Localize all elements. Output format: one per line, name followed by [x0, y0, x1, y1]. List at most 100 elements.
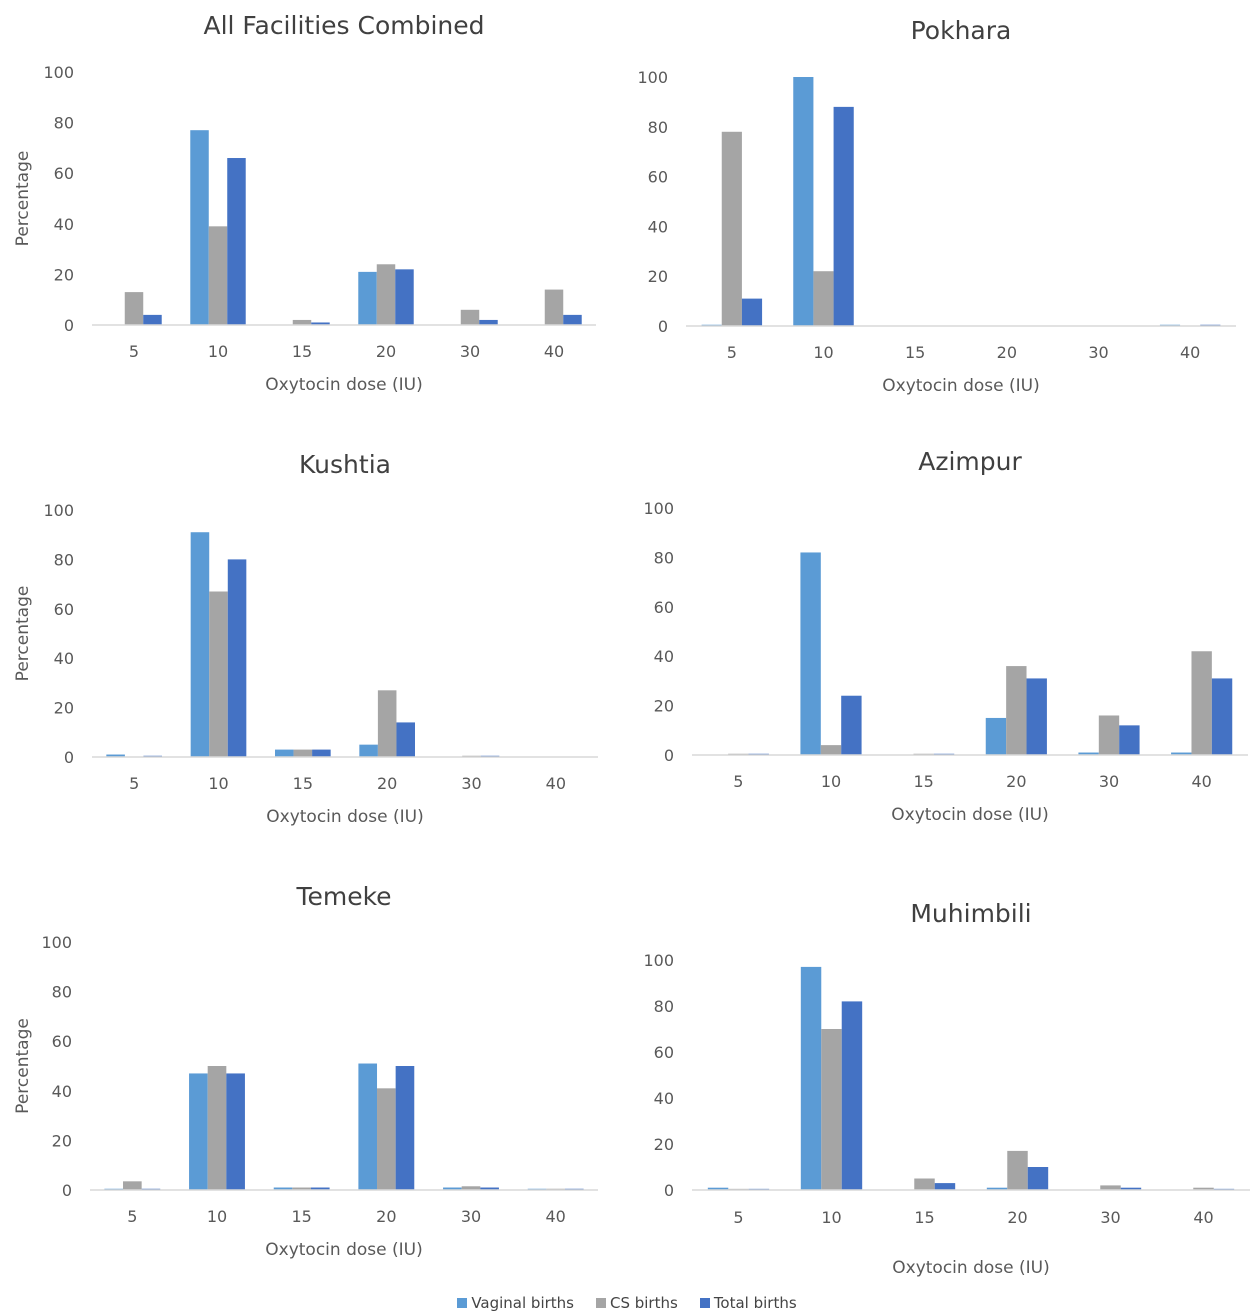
bar	[914, 1178, 935, 1190]
bar	[563, 314, 582, 325]
x-tick-label: 5	[129, 342, 139, 361]
y-tick-label: 80	[654, 548, 674, 567]
chart-title: Temeke	[295, 882, 391, 911]
y-tick-label: 0	[62, 1181, 72, 1200]
x-tick-label: 10	[813, 343, 833, 362]
bar	[800, 966, 822, 1190]
y-axis-label: Percentage	[13, 1018, 33, 1114]
x-tick-label: 10	[821, 1208, 841, 1227]
bar	[479, 319, 498, 325]
y-tick-label: 80	[54, 114, 74, 133]
bar	[721, 131, 742, 326]
legend-item-cs: CS births	[595, 1292, 678, 1314]
chart-title: Azimpur	[918, 447, 1022, 476]
bar	[207, 1066, 227, 1190]
bar	[841, 695, 862, 755]
x-tick-label: 40	[1193, 1208, 1213, 1227]
y-tick-label: 60	[54, 600, 74, 619]
bar	[461, 1186, 481, 1190]
bar	[793, 77, 814, 326]
x-tick-label: 30	[461, 774, 481, 793]
bar	[310, 1187, 330, 1190]
bar	[800, 552, 821, 755]
bar	[544, 289, 564, 325]
y-tick-label: 60	[54, 164, 74, 183]
x-tick-label: 15	[905, 343, 925, 362]
x-tick-label: 20	[377, 774, 397, 793]
bar	[813, 271, 834, 326]
bar	[376, 264, 396, 325]
chart-title: All Facilities Combined	[203, 11, 484, 40]
bar	[358, 1063, 378, 1190]
legend-label-cs: CS births	[609, 1294, 678, 1312]
bar	[833, 106, 854, 326]
x-tick-label: 40	[545, 1207, 565, 1226]
bar	[143, 314, 162, 325]
bar	[1098, 715, 1120, 755]
x-tick-label: 5	[733, 772, 743, 791]
bar	[460, 309, 480, 325]
y-tick-label: 100	[643, 951, 674, 970]
x-tick-label: 15	[913, 772, 933, 791]
bar	[377, 690, 397, 757]
legend-swatch-total	[699, 1298, 710, 1308]
y-tick-label: 60	[654, 598, 674, 617]
x-tick-label: 5	[127, 1207, 137, 1226]
bar	[106, 754, 125, 757]
x-tick-label: 20	[1006, 772, 1026, 791]
x-tick-label: 5	[129, 774, 139, 793]
bar	[1193, 1187, 1214, 1190]
chart-title: Kushtia	[299, 450, 391, 479]
x-axis-label: Oxytocin dose (IU)	[882, 376, 1039, 396]
bar	[1171, 752, 1192, 755]
bar	[190, 532, 210, 757]
y-tick-label: 40	[654, 647, 674, 666]
y-tick-label: 40	[54, 215, 74, 234]
y-tick-label: 100	[643, 499, 674, 518]
y-tick-label: 0	[664, 746, 674, 765]
bar	[841, 1001, 863, 1190]
legend-swatch-cs	[595, 1298, 606, 1308]
y-tick-label: 80	[54, 550, 74, 569]
bar	[124, 292, 144, 325]
y-tick-label: 0	[64, 316, 74, 335]
bar	[934, 1183, 956, 1190]
x-tick-label: 10	[821, 772, 841, 791]
bar	[293, 749, 313, 757]
bar	[741, 298, 763, 326]
bar	[189, 1073, 208, 1190]
x-tick-label: 30	[1100, 1208, 1120, 1227]
x-tick-label: 20	[1007, 1208, 1027, 1227]
y-tick-label: 20	[54, 699, 74, 718]
x-tick-label: 20	[376, 342, 396, 361]
chart-title: Pokhara	[911, 16, 1012, 45]
legend-label-vaginal: Vaginal births	[471, 1294, 574, 1312]
bar	[359, 744, 378, 757]
y-tick-label: 80	[648, 118, 668, 137]
bar	[227, 158, 246, 325]
bar	[1211, 678, 1233, 755]
bar	[227, 559, 247, 757]
bar	[226, 1073, 245, 1190]
bar	[292, 319, 312, 325]
y-tick-label: 80	[52, 983, 72, 1002]
bar	[821, 1029, 842, 1190]
x-axis-label: Oxytocin dose (IU)	[892, 1258, 1049, 1278]
x-tick-label: 15	[914, 1208, 934, 1227]
bar	[311, 322, 330, 325]
x-axis-label: Oxytocin dose (IU)	[891, 805, 1048, 825]
x-tick-label: 40	[1180, 343, 1200, 362]
legend-label-total: Total births	[713, 1294, 797, 1312]
x-tick-label: 30	[461, 1207, 481, 1226]
x-tick-label: 40	[1191, 772, 1211, 791]
x-tick-label: 10	[208, 774, 228, 793]
bar	[1120, 1187, 1142, 1190]
y-tick-label: 20	[654, 697, 674, 716]
y-tick-label: 100	[43, 501, 74, 520]
bar	[1006, 666, 1027, 755]
bar	[1100, 1185, 1121, 1190]
bar	[209, 591, 228, 757]
bar	[395, 269, 414, 325]
legend: Vaginal births CS births Total births	[0, 1292, 1254, 1314]
y-tick-label: 0	[658, 317, 668, 336]
